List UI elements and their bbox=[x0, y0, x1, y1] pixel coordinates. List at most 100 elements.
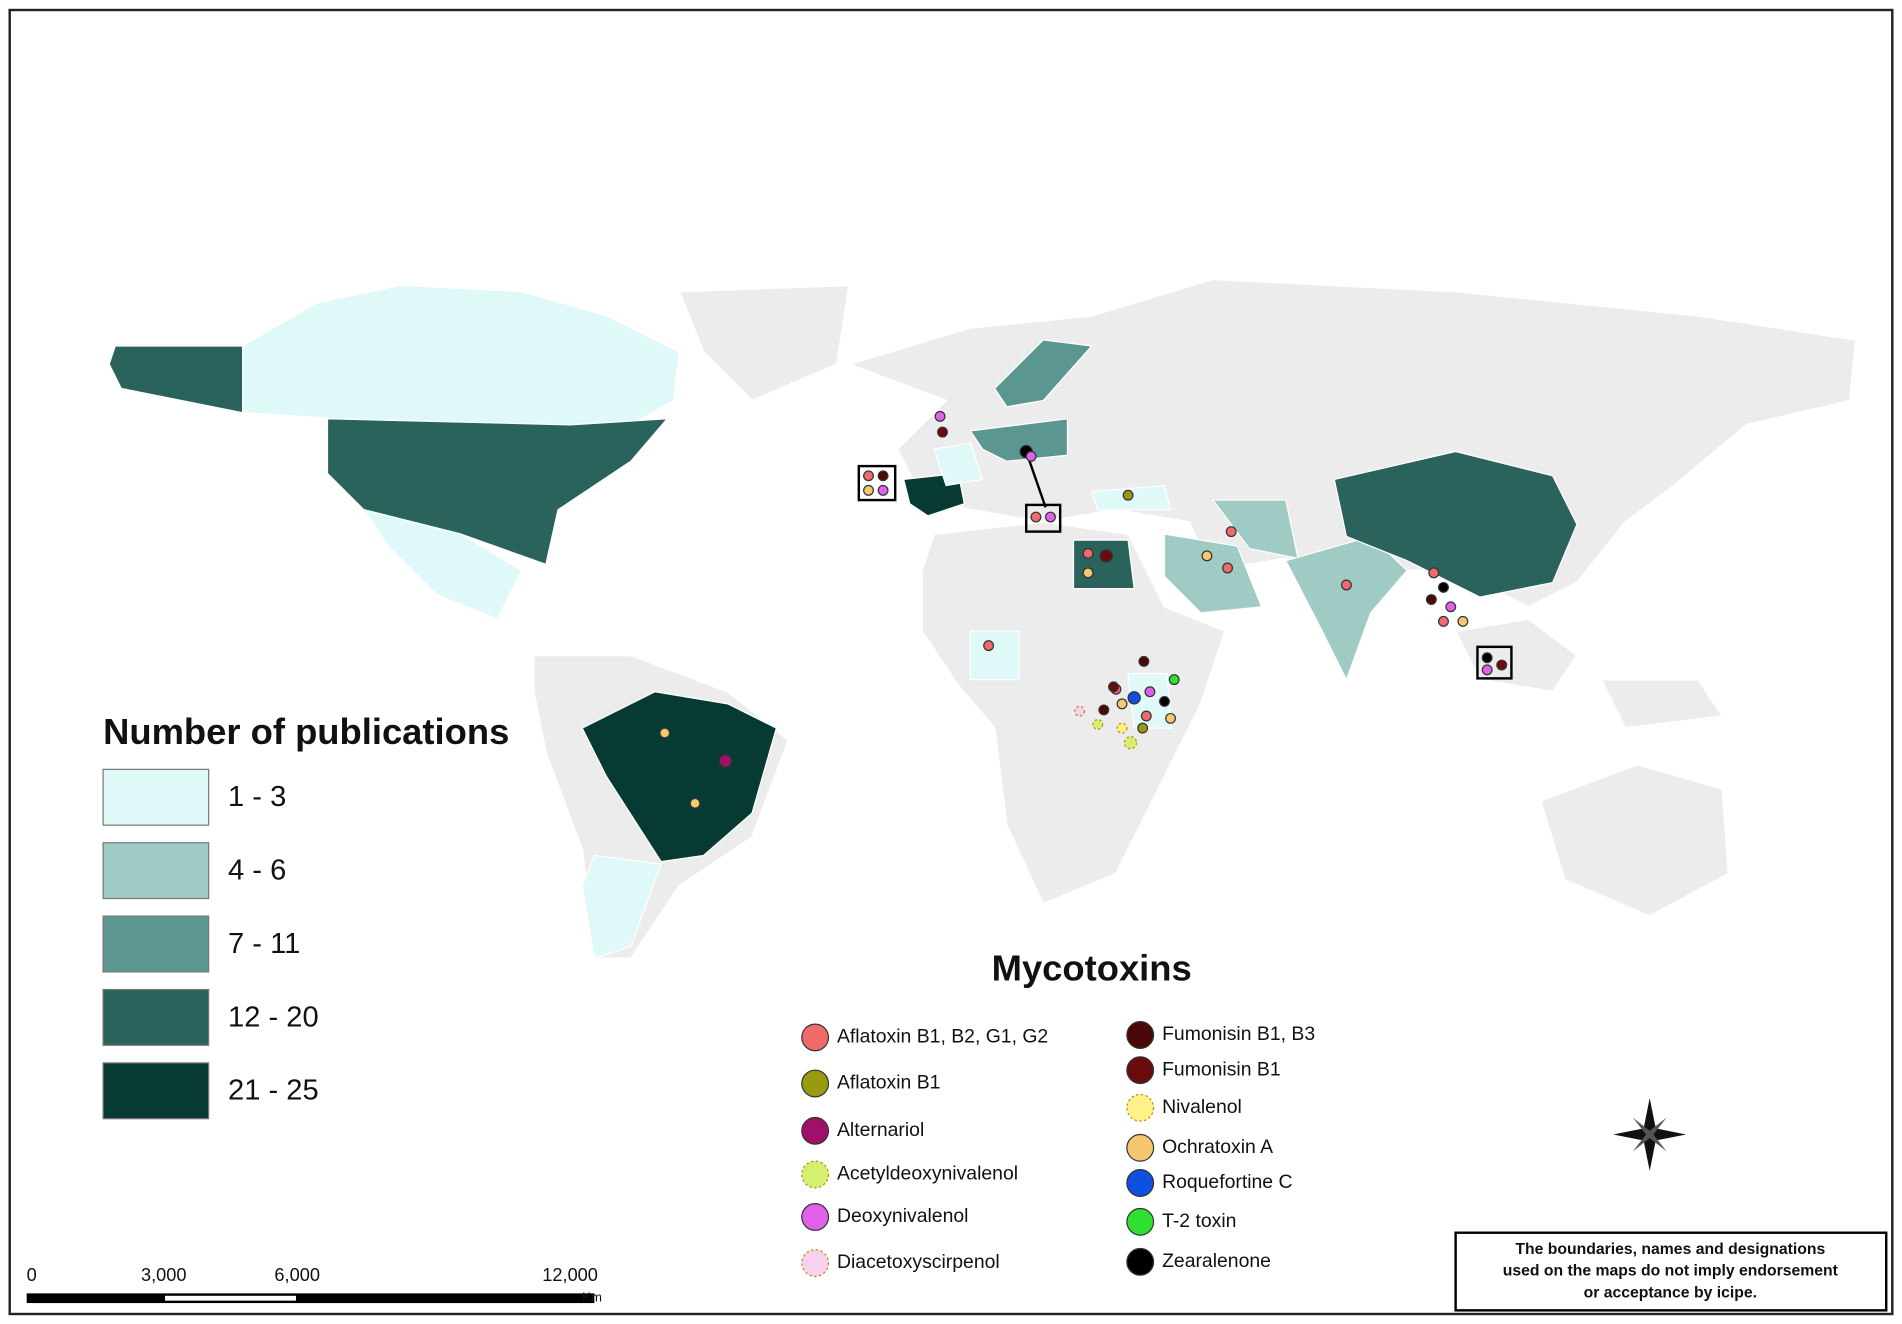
legend-marker bbox=[801, 1116, 830, 1145]
marker bbox=[1108, 681, 1120, 693]
marker bbox=[1116, 698, 1128, 710]
marker bbox=[863, 470, 874, 482]
central-europe bbox=[969, 418, 1069, 462]
saudi-arabia bbox=[1163, 533, 1263, 614]
egypt bbox=[1072, 539, 1135, 590]
legend-label: Acetyldeoxynivalenol bbox=[837, 1163, 1018, 1185]
scale-bar-segment bbox=[164, 1295, 296, 1301]
legend-swatch bbox=[102, 768, 210, 826]
scale-bar-outer bbox=[26, 1293, 595, 1304]
marker bbox=[1137, 722, 1149, 734]
publications-legend: 1 - 3 4 - 6 7 - 11 12 - 20 21 - 25 bbox=[102, 768, 319, 1120]
legend-marker bbox=[801, 1249, 830, 1277]
marker bbox=[1168, 674, 1180, 686]
marker bbox=[1438, 581, 1449, 593]
mycotoxins-legend: Aflatoxin B1, B2, G1, G2 Aflatoxin B1 Alte… bbox=[801, 1021, 1315, 1277]
disclaimer-box bbox=[1454, 1231, 1888, 1312]
marker bbox=[1025, 450, 1037, 462]
legend-marker bbox=[1126, 1133, 1155, 1162]
marker bbox=[1340, 579, 1352, 591]
marker bbox=[1159, 695, 1170, 707]
china bbox=[1333, 450, 1578, 598]
marker bbox=[1165, 712, 1177, 724]
disclaimer-line: The boundaries, names and designations bbox=[1515, 1241, 1825, 1258]
scale-bar: 0 3,000 6,000 12,000 Km bbox=[26, 1265, 602, 1305]
africa bbox=[920, 520, 1227, 906]
legend-label: 7 - 11 bbox=[228, 928, 300, 960]
legend-marker bbox=[801, 1160, 830, 1189]
marker bbox=[1098, 704, 1110, 716]
marker bbox=[1425, 594, 1437, 605]
marker bbox=[659, 727, 671, 739]
scale-unit: Km bbox=[582, 1290, 602, 1305]
legend-swatch bbox=[102, 842, 210, 900]
nigeria bbox=[969, 630, 1020, 681]
legend-label: Diacetoxyscirpenol bbox=[837, 1251, 1000, 1273]
alaska bbox=[108, 345, 244, 414]
marker bbox=[983, 640, 995, 652]
disclaimer-line: used on the maps do not imply endorsemen… bbox=[1503, 1263, 1839, 1280]
marker bbox=[1045, 511, 1056, 523]
legend-swatch bbox=[102, 988, 210, 1046]
marker bbox=[1496, 659, 1508, 671]
legend-swatch bbox=[102, 1062, 210, 1120]
mexico bbox=[362, 508, 523, 620]
legend-label: 1 - 3 bbox=[228, 781, 286, 813]
countries bbox=[108, 284, 1578, 960]
marker bbox=[1445, 601, 1457, 613]
legend-label: Aflatoxin B1, B2, G1, G2 bbox=[837, 1026, 1048, 1048]
marker bbox=[1074, 705, 1086, 717]
marker bbox=[1481, 652, 1493, 664]
marker bbox=[1116, 722, 1128, 734]
legend-label: Fumonisin B1 bbox=[1162, 1058, 1281, 1080]
legend-label: Alternariol bbox=[837, 1119, 924, 1141]
marker bbox=[1144, 686, 1156, 698]
greenland bbox=[677, 284, 851, 402]
legend-marker bbox=[801, 1023, 830, 1052]
legend-marker bbox=[1126, 1169, 1155, 1197]
marker bbox=[1092, 719, 1104, 730]
marker bbox=[689, 797, 701, 809]
disclaimer: The boundaries, names and designations us… bbox=[1503, 1241, 1839, 1302]
france bbox=[933, 442, 984, 487]
legend-swatch bbox=[102, 915, 210, 973]
marker bbox=[934, 410, 946, 422]
scandinavia bbox=[993, 339, 1093, 408]
marker bbox=[877, 470, 889, 482]
marker bbox=[1201, 550, 1213, 562]
publications-legend-title: Number of publications bbox=[103, 711, 509, 752]
legend-marker bbox=[1126, 1056, 1155, 1085]
legend-label: 4 - 6 bbox=[228, 855, 286, 887]
legend-label: Zearalenone bbox=[1162, 1250, 1271, 1272]
legend-marker bbox=[801, 1069, 830, 1098]
marker bbox=[1127, 691, 1141, 705]
legend-label: Deoxynivalenol bbox=[837, 1205, 969, 1227]
marker bbox=[1082, 567, 1094, 579]
marker bbox=[1457, 615, 1469, 627]
scale-label: 3,000 bbox=[141, 1265, 187, 1285]
legend-label: Aflatoxin B1 bbox=[837, 1072, 940, 1094]
marker bbox=[1099, 549, 1113, 563]
legend-marker bbox=[1126, 1247, 1155, 1276]
marker bbox=[1140, 710, 1152, 722]
disclaimer-line: or acceptance by icipe. bbox=[1584, 1285, 1757, 1302]
marker bbox=[1122, 489, 1134, 501]
inset-box bbox=[1476, 645, 1513, 680]
australia bbox=[1539, 763, 1730, 918]
legend-label: Nivalenol bbox=[1162, 1096, 1242, 1118]
marker bbox=[937, 426, 948, 438]
legend-label: T-2 toxin bbox=[1162, 1210, 1236, 1232]
argentina bbox=[581, 854, 662, 960]
marker bbox=[1138, 655, 1150, 667]
legend-marker bbox=[1126, 1021, 1155, 1049]
marker bbox=[877, 484, 889, 496]
usa bbox=[326, 418, 669, 566]
marker bbox=[1222, 562, 1234, 574]
inset-box bbox=[1024, 503, 1062, 533]
brazil bbox=[581, 691, 778, 863]
marker bbox=[1030, 511, 1042, 523]
map-markers bbox=[659, 410, 1513, 809]
legend-label: Ochratoxin A bbox=[1162, 1136, 1273, 1158]
marker bbox=[1123, 735, 1138, 750]
inset-box bbox=[857, 464, 897, 502]
